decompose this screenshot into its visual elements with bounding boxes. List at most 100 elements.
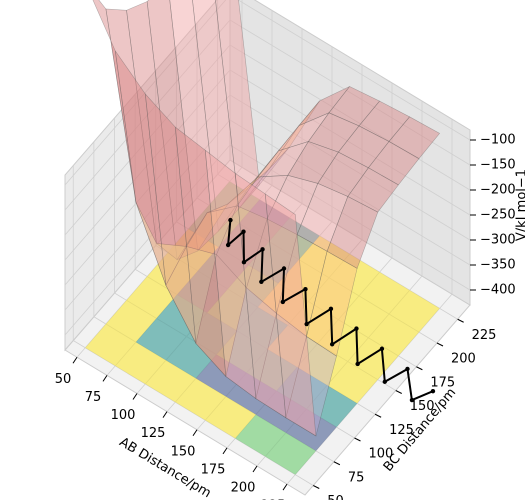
y-tick	[395, 390, 402, 394]
surface-patch	[176, 203, 229, 261]
grid-line	[229, 94, 471, 241]
floor-contour	[285, 409, 337, 451]
surface-patch	[236, 174, 289, 220]
floor-contour	[165, 336, 217, 379]
grid-line	[229, 69, 471, 216]
surface-patch	[268, 100, 320, 170]
floor-contour	[317, 319, 369, 362]
x-tick	[102, 375, 108, 382]
trajectory-point	[430, 388, 436, 394]
y-tick-label: 150	[410, 399, 435, 414]
x-tick-label: 75	[85, 390, 102, 405]
y-tick	[416, 366, 423, 371]
y-tick-label: 50	[327, 494, 344, 500]
trajectory-point	[281, 266, 287, 271]
grid-line	[64, 69, 231, 261]
floor-contour	[235, 414, 286, 457]
floor-contour	[246, 349, 298, 391]
x-tick	[72, 356, 78, 364]
y-tick	[374, 413, 382, 418]
surface-patch	[248, 125, 300, 189]
trajectory-point	[225, 242, 231, 248]
floor-contour	[227, 265, 279, 308]
floor-contour	[327, 361, 378, 404]
grid-line	[64, 0, 227, 186]
grid-line	[229, 44, 471, 191]
x-tick	[252, 465, 258, 473]
surface-patch	[306, 250, 358, 357]
trajectory-point	[304, 321, 309, 327]
grid-line	[64, 119, 231, 311]
floor-contour	[267, 325, 318, 368]
surface-patch	[144, 93, 197, 344]
surface-patch	[215, 0, 260, 210]
trajectory-point	[379, 346, 385, 351]
floor-contour	[368, 314, 419, 356]
surface-patch	[358, 100, 411, 142]
surface-patch	[204, 149, 257, 400]
x-tick-label: 150	[171, 444, 196, 459]
floor-contour	[278, 259, 329, 302]
surface-patch	[285, 336, 337, 437]
surface-patch	[169, 0, 219, 252]
surface-patch	[227, 150, 279, 205]
floor-contour	[156, 294, 208, 337]
surface-patch	[337, 125, 390, 169]
grid-line	[76, 166, 243, 358]
floor-contour	[255, 390, 307, 433]
floor-contour	[237, 307, 288, 349]
surface-patch	[326, 196, 379, 269]
z-tick-label: −300	[480, 233, 516, 248]
surface-patch	[255, 312, 307, 419]
floor-contour	[329, 254, 380, 296]
floor-contour	[167, 229, 219, 271]
floor-contour	[209, 181, 260, 224]
surface-patch	[135, 201, 187, 287]
floor-contour	[105, 300, 157, 343]
grid-line	[229, 144, 471, 291]
x-tick-label: 200	[231, 481, 256, 496]
trajectory-point	[260, 247, 265, 252]
trajectory-point	[354, 326, 359, 331]
surface-patch	[296, 183, 349, 252]
trajectory-point	[241, 260, 247, 265]
z-tick-label: −250	[480, 208, 516, 223]
x-tick	[192, 429, 198, 437]
surface-patch	[276, 234, 328, 338]
surface-patch	[347, 167, 399, 213]
floor-contour	[225, 372, 277, 415]
surface-patch	[257, 140, 310, 178]
surface-patch	[317, 151, 369, 197]
floor-contour	[205, 396, 256, 439]
floor-contour	[297, 343, 348, 386]
grid-line	[229, 119, 471, 266]
floor-contour	[276, 367, 328, 409]
surface-patch	[155, 212, 208, 261]
y-tick	[313, 485, 320, 489]
trajectory-point	[303, 286, 308, 292]
floor-contour	[338, 295, 389, 338]
y-tick-label: 75	[348, 470, 365, 485]
trajectory-point	[328, 306, 334, 312]
surface-patch	[126, 1, 178, 261]
x-tick	[222, 447, 228, 455]
x-tick-label: 125	[141, 426, 166, 441]
floor-contour	[308, 277, 359, 320]
floor-contour	[299, 235, 350, 278]
trajectory-point	[241, 229, 246, 234]
x-tick	[162, 411, 168, 418]
y-tick-label: 100	[369, 447, 394, 462]
surface-patch	[186, 205, 238, 255]
grid-line	[64, 19, 231, 211]
floor-contour	[186, 312, 238, 355]
floor-contour	[207, 289, 258, 331]
z-tick-label: −400	[480, 283, 516, 298]
surface-patch	[234, 172, 287, 419]
floor-contour	[126, 276, 178, 319]
surface-patch	[307, 112, 360, 153]
trajectory-point	[329, 342, 335, 347]
surface-patch	[264, 193, 317, 437]
surface-patch	[92, 0, 137, 203]
surface-patch	[298, 86, 350, 126]
z-tick-label: −200	[480, 183, 516, 198]
